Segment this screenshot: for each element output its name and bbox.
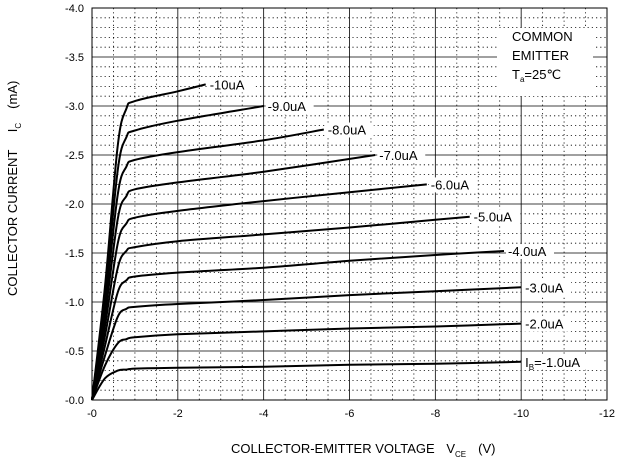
series-label-text: =-1.0uA: [534, 355, 580, 370]
x-tick-label: -10: [513, 408, 529, 420]
x-tick-label: -12: [599, 408, 615, 420]
y-tick-label: -0.5: [65, 346, 84, 358]
series-label: IB=-1.0uA: [525, 355, 580, 372]
series-line: [92, 84, 206, 400]
series-label: -8.0uA: [328, 123, 367, 138]
x-axis-symbol-sub: CE: [455, 450, 466, 459]
series-label: -5.0uA: [474, 210, 513, 225]
x-tick-label: -0: [87, 408, 97, 420]
series-label: -6.0uA: [431, 177, 470, 192]
x-tick-label: -8: [430, 408, 440, 420]
annotation-temp-value: =25℃: [524, 67, 561, 82]
series-label: -3.0uA: [525, 280, 564, 295]
x-axis-unit: (V): [478, 441, 495, 456]
x-tick-label: -6: [345, 408, 355, 420]
y-tick-label: -3.5: [65, 52, 84, 64]
y-tick-label: -3.0: [65, 101, 84, 113]
y-tick-label: -2.5: [65, 150, 84, 162]
x-tick-label: -4: [259, 408, 269, 420]
series-label: -2.0uA: [525, 317, 564, 332]
annotation-temp-prefix: T: [512, 67, 520, 82]
y-tick-label: -1.5: [65, 248, 84, 260]
series-label: -10uA: [210, 77, 245, 92]
x-axis-label: COLLECTOR-EMITTER VOLTAGE: [231, 441, 435, 456]
annotation-line1: COMMON: [512, 29, 573, 44]
y-tick-label: -2.0: [65, 199, 84, 211]
annotation: COMMON EMITTER Ta=25℃: [497, 28, 593, 96]
y-axis-unit: (mA): [5, 81, 20, 109]
series-label: -4.0uA: [508, 244, 547, 259]
series-line: [92, 287, 521, 400]
y-axis-label: COLLECTOR CURRENT: [5, 150, 20, 296]
x-axis-title: COLLECTOR-EMITTER VOLTAGE VCE (V): [231, 441, 495, 459]
annotation-temp: Ta=25℃: [512, 67, 561, 84]
x-tick-label: -2: [173, 408, 183, 420]
series-line: [92, 217, 470, 400]
y-axis-title: COLLECTOR CURRENT IC(mA): [5, 81, 23, 296]
y-tick-label: -4.0: [65, 3, 84, 15]
series-line: [92, 362, 521, 400]
series-label: -9.0uA: [268, 99, 307, 114]
y-axis-symbol-sub: C: [14, 123, 23, 129]
y-tick-label: -1.0: [65, 297, 84, 309]
y-tick-label: -0.0: [65, 395, 84, 407]
annotation-line2: EMITTER: [512, 48, 569, 63]
series-label: -7.0uA: [379, 148, 418, 163]
x-axis-symbol: V: [446, 441, 455, 456]
series-line: [92, 130, 324, 401]
